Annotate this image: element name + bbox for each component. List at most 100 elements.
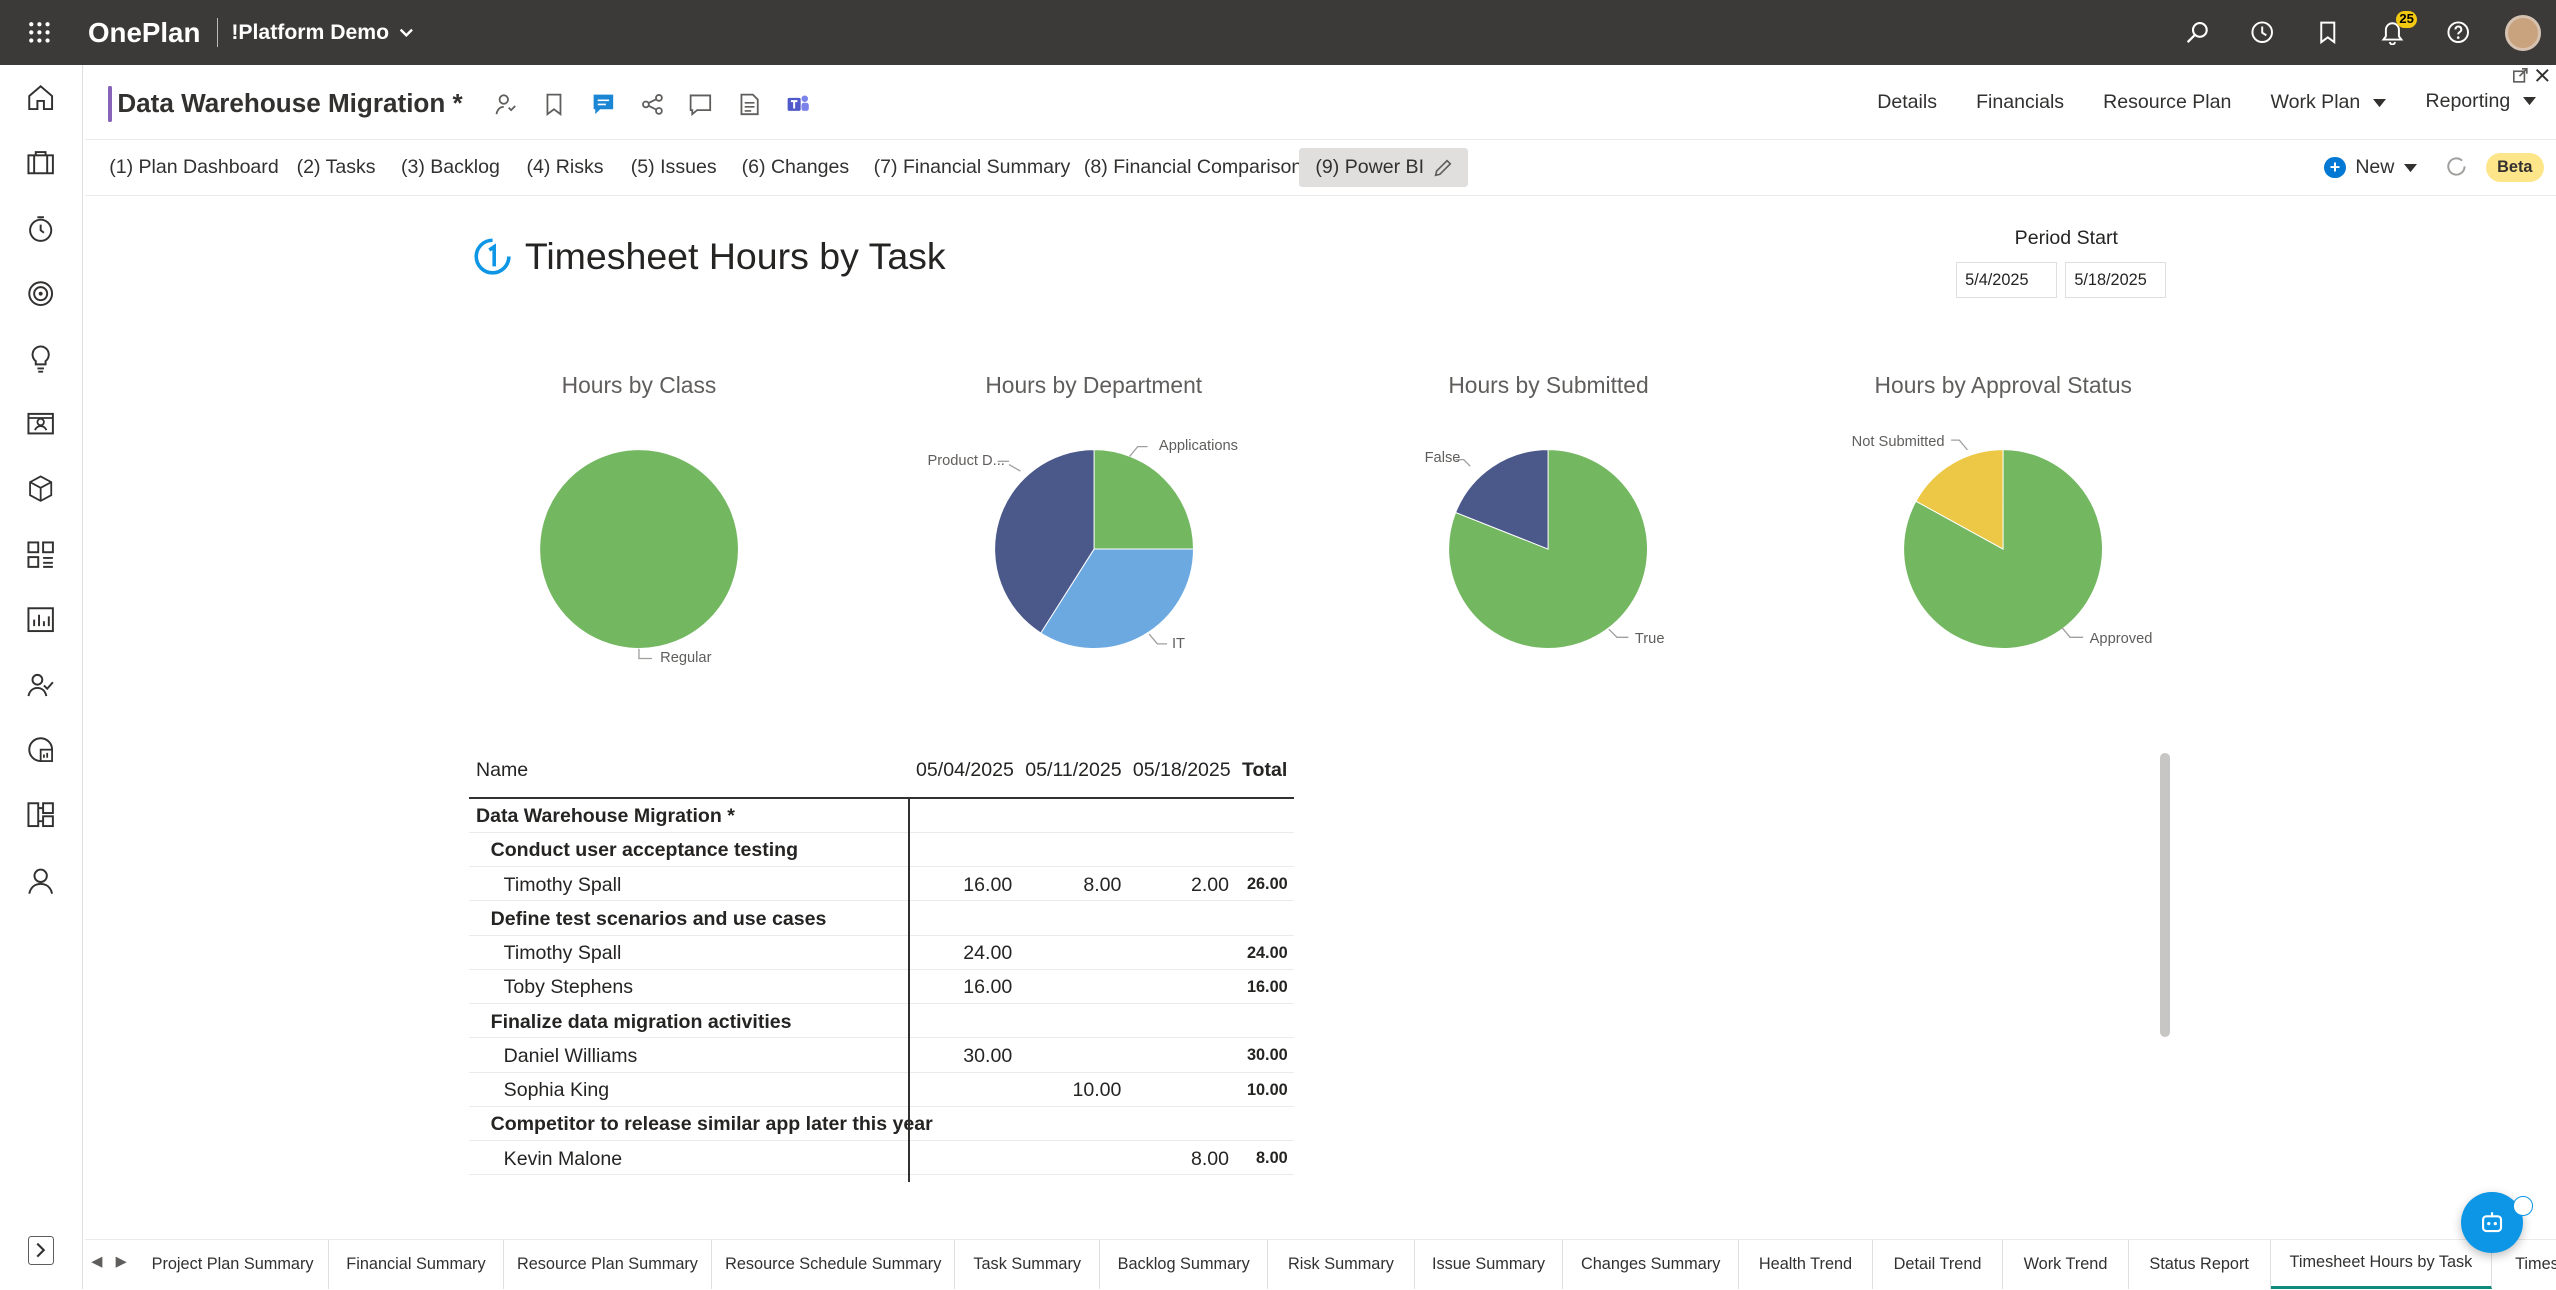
page-tab-project-plan-summary[interactable]: Project Plan Summary bbox=[137, 1239, 330, 1289]
column-header-date-2[interactable]: 05/11/2025 bbox=[1025, 759, 1122, 782]
reports-icon[interactable] bbox=[0, 595, 82, 644]
cell-d3: 8.00 bbox=[1190, 1147, 1229, 1170]
table-row[interactable]: Daniel Williams 30.00 30.00 bbox=[469, 1038, 1295, 1073]
page-tab-risk-summary[interactable]: Risk Summary bbox=[1268, 1239, 1415, 1289]
pie-slice-it[interactable] bbox=[1039, 548, 1194, 650]
pie-chart-approval[interactable] bbox=[1902, 448, 2104, 650]
team-icon[interactable] bbox=[0, 660, 82, 709]
page-tab-financial-summary[interactable]: Financial Summary bbox=[329, 1239, 504, 1289]
notifications-icon[interactable]: 25 bbox=[2360, 0, 2425, 65]
pie-slice-applications[interactable] bbox=[1093, 449, 1194, 550]
page-tab-work-trend[interactable]: Work Trend bbox=[2003, 1239, 2129, 1289]
portfolio-icon[interactable] bbox=[0, 139, 82, 188]
nav-resource-plan[interactable]: Resource Plan bbox=[2084, 65, 2251, 140]
expand-nav-icon[interactable] bbox=[27, 1235, 54, 1265]
close-icon[interactable] bbox=[2535, 68, 2550, 83]
scroll-left-icon[interactable]: ◀ bbox=[91, 1253, 103, 1270]
pie-slice-not-submitted[interactable] bbox=[1915, 449, 2004, 551]
nav-reporting[interactable]: Reporting bbox=[2406, 65, 2556, 140]
page-tab-detail-trend[interactable]: Detail Trend bbox=[1873, 1239, 2004, 1289]
page-tab-times[interactable]: Times bbox=[2515, 1254, 2556, 1273]
ideas-icon[interactable] bbox=[0, 334, 82, 383]
bookmark-plan-icon[interactable] bbox=[538, 88, 571, 121]
assistant-bot-button[interactable] bbox=[2461, 1191, 2524, 1254]
date-from-field[interactable]: 5/4/2025 bbox=[1956, 262, 2058, 299]
scroll-right-icon[interactable]: ▶ bbox=[115, 1253, 127, 1270]
pie-slice-product-d[interactable] bbox=[993, 449, 1095, 634]
page-tab-changes-summary[interactable]: Changes Summary bbox=[1563, 1239, 1740, 1289]
pie-label-it: IT bbox=[1171, 635, 1185, 652]
workflows-icon[interactable] bbox=[0, 791, 82, 840]
tab-issues[interactable]: (5) Issues bbox=[630, 156, 717, 179]
page-tab-status-report[interactable]: Status Report bbox=[2129, 1239, 2271, 1289]
pie-slice-regular[interactable] bbox=[539, 449, 739, 650]
table-row[interactable]: Sophia King 10.00 10.00 bbox=[469, 1073, 1295, 1107]
column-header-date-1[interactable]: 05/04/2025 bbox=[916, 759, 1014, 782]
home-icon[interactable] bbox=[0, 73, 82, 122]
column-header-name[interactable]: Name bbox=[475, 759, 529, 782]
table-group-row[interactable]: Define test scenarios and use cases bbox=[469, 901, 1295, 936]
table-group-row[interactable]: Finalize data migration activities bbox=[469, 1004, 1295, 1039]
notification-badge: 25 bbox=[2396, 11, 2418, 28]
pie-slice-false[interactable] bbox=[1455, 449, 1549, 551]
popout-icon[interactable] bbox=[2513, 68, 2529, 84]
comment-icon[interactable] bbox=[685, 88, 718, 121]
workspace-selector[interactable]: !Platform Demo bbox=[231, 21, 413, 45]
column-header-total[interactable]: Total bbox=[1242, 759, 1288, 782]
resources-icon[interactable] bbox=[0, 399, 82, 448]
tab-changes[interactable]: (6) Changes bbox=[741, 156, 850, 179]
help-icon[interactable] bbox=[2425, 0, 2490, 65]
analytics-icon[interactable] bbox=[0, 725, 82, 774]
nav-work-plan[interactable]: Work Plan bbox=[2251, 65, 2406, 140]
document-icon[interactable] bbox=[733, 88, 766, 121]
goals-icon[interactable] bbox=[0, 269, 82, 318]
tab-backlog[interactable]: (3) Backlog bbox=[400, 156, 500, 179]
tab-risks[interactable]: (4) Risks bbox=[526, 156, 604, 179]
table-row[interactable]: Timothy Spall 16.00 8.00 2.00 26.00 bbox=[469, 867, 1295, 902]
chat-icon[interactable] bbox=[587, 88, 620, 121]
page-tab-task-summary[interactable]: Task Summary bbox=[955, 1239, 1101, 1289]
timesheet-icon[interactable] bbox=[0, 204, 82, 253]
products-icon[interactable] bbox=[0, 465, 82, 514]
pie-chart-submitted[interactable] bbox=[1447, 448, 1649, 650]
table-group-row[interactable]: Conduct user acceptance testing bbox=[469, 833, 1295, 868]
user-avatar[interactable] bbox=[2491, 0, 2556, 65]
new-button[interactable]: + New bbox=[2324, 148, 2418, 187]
tab-financial-comparison[interactable]: (8) Financial Comparison bbox=[1083, 156, 1303, 179]
page-tab-timesheet-hours-by-task[interactable]: Timesheet Hours by Task bbox=[2270, 1239, 2493, 1289]
page-tab-backlog-summary[interactable]: Backlog Summary bbox=[1100, 1239, 1269, 1289]
table-row[interactable]: Kevin Malone 8.00 8.00 bbox=[469, 1141, 1295, 1176]
pie-chart-class[interactable] bbox=[538, 448, 740, 650]
date-to-field[interactable]: 5/18/2025 bbox=[2065, 262, 2167, 299]
assign-user-icon[interactable] bbox=[489, 88, 522, 121]
table-row[interactable]: Timothy Spall 24.00 24.00 bbox=[469, 936, 1295, 970]
pie-chart-department[interactable] bbox=[993, 448, 1195, 650]
vertical-scrollbar[interactable] bbox=[2159, 753, 2170, 1037]
search-icon[interactable] bbox=[2165, 0, 2230, 65]
boards-icon[interactable] bbox=[0, 530, 82, 579]
bookmark-icon[interactable] bbox=[2295, 0, 2360, 65]
refresh-icon[interactable] bbox=[2445, 155, 2468, 178]
tab-power-bi[interactable]: (9) Power BI bbox=[1299, 148, 1468, 188]
profile-icon[interactable] bbox=[0, 856, 82, 905]
page-tab-resource-plan-summary[interactable]: Resource Plan Summary bbox=[504, 1239, 713, 1289]
table-group-row[interactable]: Competitor to release similar app later … bbox=[469, 1107, 1295, 1141]
table-group-row[interactable]: Data Warehouse Migration * bbox=[469, 799, 1295, 833]
share-icon[interactable] bbox=[636, 88, 669, 121]
page-tab-resource-schedule-summary[interactable]: Resource Schedule Summary bbox=[712, 1239, 956, 1289]
app-launcher-icon[interactable] bbox=[0, 0, 78, 65]
history-icon[interactable] bbox=[2230, 0, 2295, 65]
table-row[interactable]: Toby Stephens 16.00 16.00 bbox=[469, 970, 1295, 1005]
cell-total: 10.00 bbox=[1246, 1080, 1288, 1099]
edit-icon[interactable] bbox=[1434, 159, 1452, 177]
tab-tasks[interactable]: (2) Tasks bbox=[296, 156, 376, 179]
page-tab-health-trend[interactable]: Health Trend bbox=[1739, 1239, 1873, 1289]
page-tab-issue-summary[interactable]: Issue Summary bbox=[1415, 1239, 1564, 1289]
teams-icon[interactable] bbox=[782, 88, 815, 121]
tab-financial-summary[interactable]: (7) Financial Summary bbox=[873, 156, 1071, 179]
tab-plan-dashboard[interactable]: (1) Plan Dashboard bbox=[109, 156, 279, 179]
column-header-date-3[interactable]: 05/18/2025 bbox=[1132, 759, 1231, 782]
nav-details[interactable]: Details bbox=[1858, 65, 1957, 140]
brand-name[interactable]: OnePlan bbox=[88, 16, 201, 48]
nav-financials[interactable]: Financials bbox=[1957, 65, 2084, 140]
